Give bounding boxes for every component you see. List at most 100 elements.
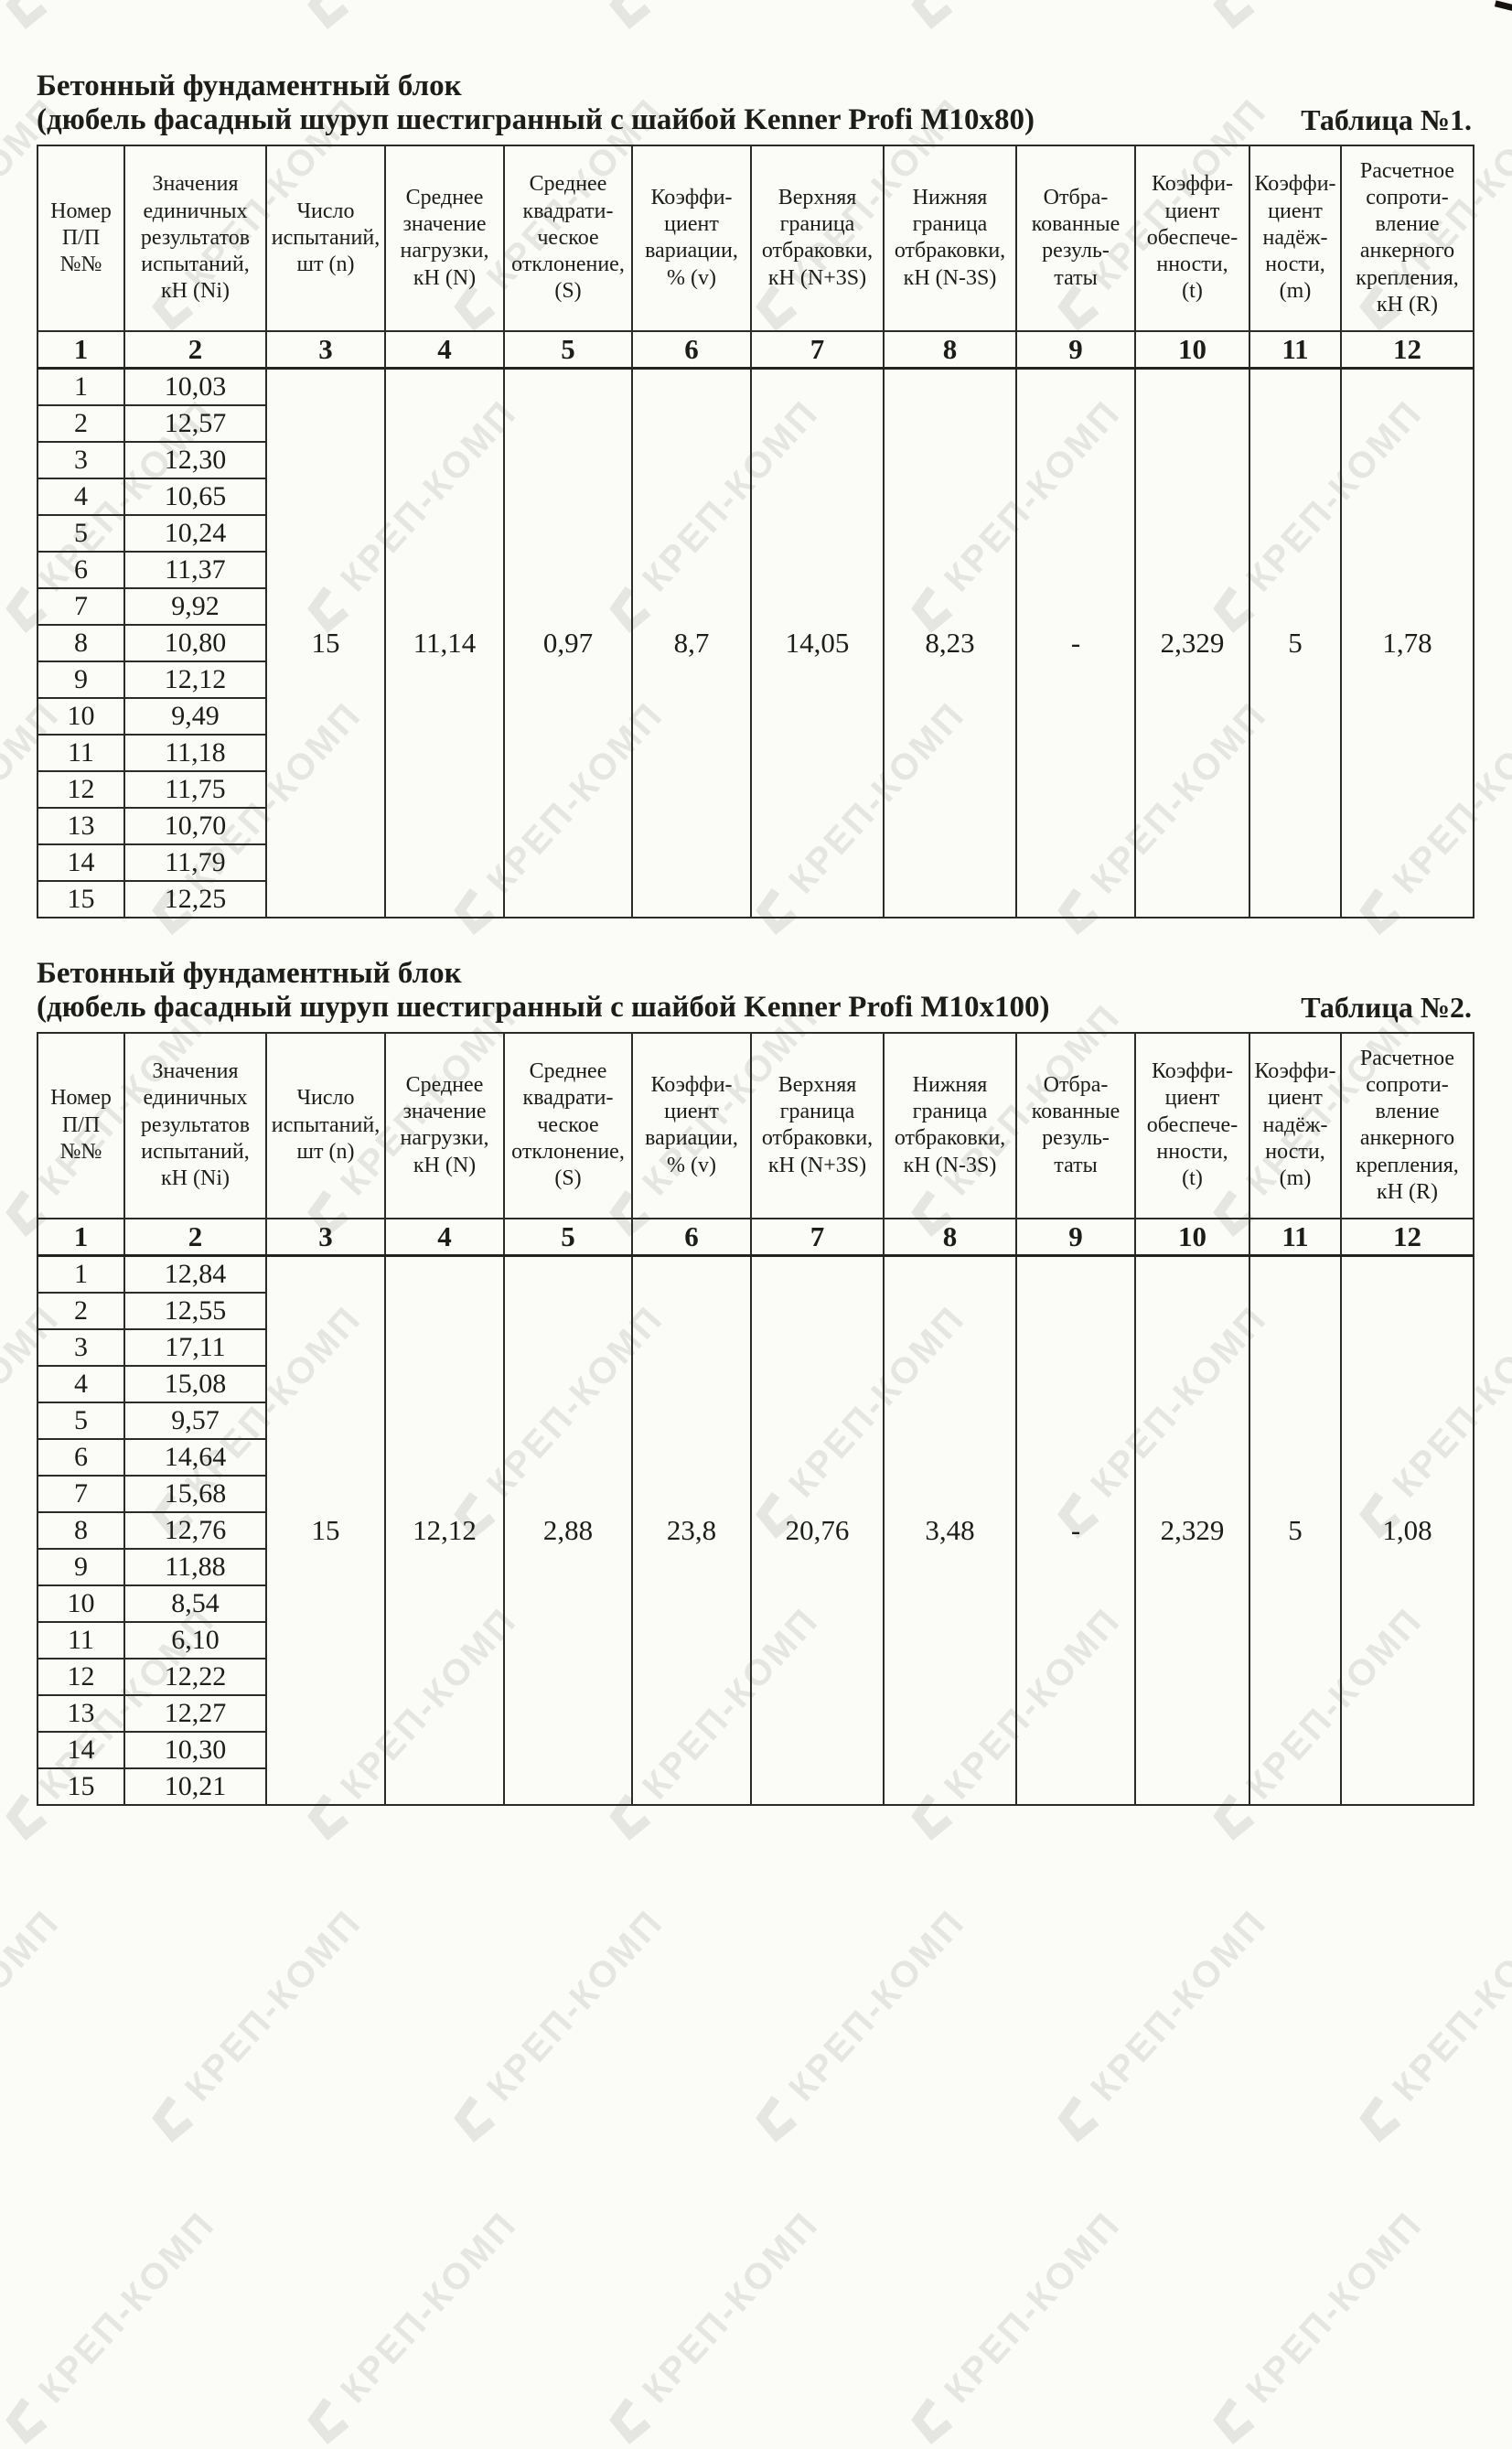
title-block: Бетонный фундаментный блок (дюбель фасад…	[37, 957, 1474, 1025]
column-number: 9	[1015, 1217, 1136, 1257]
table-row: 8 12,76	[37, 1510, 1474, 1550]
watermark-text: КРЕП-КОМП	[1082, 1901, 1275, 2109]
watermark: КРЕП-КОМП	[600, 2204, 828, 2449]
document-title: Бетонный фундаментный блок	[37, 70, 462, 102]
column-header: Коэффи- циент вариации, % (v)	[631, 144, 752, 332]
column-number: 3	[265, 329, 386, 370]
column-number: 10	[1134, 1217, 1250, 1257]
watermark-text: КРЕП-КОМП	[1384, 1901, 1512, 2109]
document-subtitle: (дюбель фасадный шуруп шестигранный с ша…	[37, 102, 1035, 136]
column-header: Среднее квадрати- ческое отклонение, (S)	[503, 1031, 633, 1219]
column-number: 1	[37, 1217, 125, 1257]
document-title: Бетонный фундаментный блок	[37, 956, 462, 990]
column-header: Коэффи- циент вариации, % (v)	[631, 1031, 752, 1219]
table-row: 9 12,12	[37, 660, 1474, 699]
watermark-text: КРЕП-КОМП	[478, 1901, 671, 2109]
krep-komp-logo-icon	[5, 2397, 48, 2445]
test-value-cell: 15,08	[123, 1364, 267, 1403]
column-number: 4	[384, 1217, 505, 1257]
column-header: Коэффи- циент надёж- ности, (m)	[1249, 1031, 1342, 1219]
column-header: Число испытаний, шт (n)	[265, 1031, 386, 1219]
test-value-cell: 10,70	[123, 806, 267, 845]
watermark: КРЕП-КОМП	[143, 1902, 370, 2148]
variation-cell: 23,8	[631, 1254, 752, 1806]
watermark-text: КРЕП-КОМП	[634, 2203, 827, 2411]
watermark-text: КРЕП-КОМП	[332, 2203, 525, 2411]
test-value-cell: 10,21	[123, 1767, 267, 1806]
column-header: Значения единичных результатов испытаний…	[123, 1031, 267, 1219]
watermark-text: КРЕП-КОМП	[936, 2203, 1129, 2411]
test-value-cell: 12,22	[123, 1657, 267, 1696]
column-header: Верхняя граница отбраковки, кН (N+3S)	[750, 144, 885, 332]
krep-komp-logo-icon	[152, 2095, 194, 2143]
row-number-cell: 15	[37, 1767, 125, 1806]
upper-limit-cell: 14,05	[750, 367, 885, 918]
column-header: Отбра- кованные резуль- таты	[1015, 1031, 1136, 1219]
table-row: 5 10,24	[37, 513, 1474, 553]
column-number: 12	[1340, 329, 1474, 370]
table-row: 8 10,80	[37, 623, 1474, 662]
row-number-cell: 12	[37, 1657, 125, 1696]
table-row: 6 14,64	[37, 1437, 1474, 1477]
test-value-cell: 15,68	[123, 1474, 267, 1513]
rejected-cell: -	[1015, 1254, 1136, 1806]
column-header: Номер П/П №№	[37, 1031, 125, 1219]
watermark: КРЕП-КОМП	[902, 2204, 1130, 2449]
test-value-cell: 12,12	[123, 660, 267, 699]
row-number-cell: 3	[37, 440, 125, 479]
row-number-cell: 10	[37, 696, 125, 736]
column-header: Коэффи- циент обеспече- нности, (t)	[1134, 144, 1250, 332]
lower-limit-cell: 8,23	[883, 367, 1017, 918]
row-number-cell: 9	[37, 660, 125, 699]
column-header: Среднее квадрати- ческое отклонение, (S)	[503, 144, 633, 332]
row-number-cell: 5	[37, 1401, 125, 1440]
test-value-cell: 10,80	[123, 623, 267, 662]
table-row: 13 12,27	[37, 1693, 1474, 1733]
row-number-cell: 4	[37, 1364, 125, 1403]
table-row: 6 11,37	[37, 550, 1474, 589]
table-row: 4 10,65	[37, 477, 1474, 516]
table-row: 14 10,30	[37, 1730, 1474, 1769]
row-number-cell: 14	[37, 1730, 125, 1769]
watermark-text: КРЕП-КОМП	[780, 1901, 973, 2109]
test-results-table-1: Номер П/П №№ Значения единичных результат…	[37, 144, 1474, 918]
column-header: Отбра- кованные резуль- таты	[1015, 144, 1136, 332]
row-number-cell: 7	[37, 586, 125, 626]
table-row: 10 9,49	[37, 696, 1474, 736]
krep-komp-logo-icon	[1359, 2095, 1401, 2143]
assurance-coefficient-cell: 2,329	[1134, 367, 1250, 918]
krep-komp-logo-icon	[609, 2397, 651, 2445]
krep-komp-logo-icon	[1057, 2095, 1099, 2143]
test-value-cell: 12,27	[123, 1693, 267, 1733]
upper-limit-cell: 20,76	[750, 1254, 885, 1806]
row-number-cell: 8	[37, 623, 125, 662]
watermark: КРЕП-КОМП	[0, 2204, 224, 2449]
krep-komp-logo-icon	[1506, 2390, 1512, 2449]
table-row: 2 12,55	[37, 1291, 1474, 1330]
document-content: Бетонный фундаментный блок (дюбель фасад…	[37, 70, 1474, 1806]
table-section-2: Бетонный фундаментный блок (дюбель фасад…	[37, 918, 1474, 1806]
design-resistance-cell: 1,78	[1340, 367, 1474, 918]
column-number: 6	[631, 1217, 752, 1257]
std-dev-cell: 2,88	[503, 1254, 633, 1806]
document-subtitle: (дюбель фасадный шуруп шестигранный с ша…	[37, 990, 1050, 1024]
row-number-cell: 6	[37, 550, 125, 589]
watermark: КРЕП-КОМП	[1350, 1902, 1512, 2148]
test-value-cell: 10,24	[123, 513, 267, 553]
title-block: Бетонный фундаментный блок (дюбель фасад…	[37, 70, 1474, 137]
column-number: 6	[631, 329, 752, 370]
row-number-cell: 13	[37, 1693, 125, 1733]
test-value-cell: 12,30	[123, 440, 267, 479]
column-header: Коэффи- циент надёж- ности, (m)	[1249, 144, 1342, 332]
column-header: Число испытаний, шт (n)	[265, 144, 386, 332]
test-results-table-2: Номер П/П №№ Значения единичных результат…	[37, 1031, 1474, 1806]
column-number: 7	[750, 1217, 885, 1257]
krep-komp-logo-icon	[307, 2397, 349, 2445]
table-row: 3 12,30	[37, 440, 1474, 479]
table-row: 11 11,18	[37, 733, 1474, 772]
table-row: 15 10,21	[37, 1767, 1474, 1806]
row-number-cell: 6	[37, 1437, 125, 1477]
test-value-cell: 10,03	[123, 367, 267, 406]
watermark-text: КРЕП-КОМП	[30, 2203, 223, 2411]
